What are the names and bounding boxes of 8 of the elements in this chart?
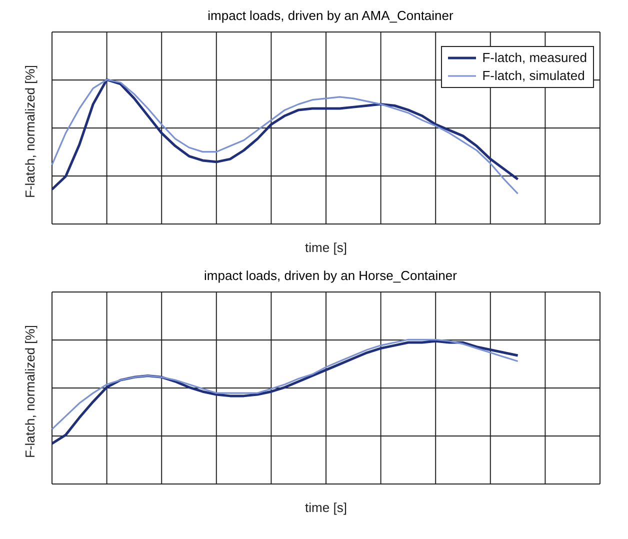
chart-title: impact loads, driven by an AMA_Container: [206, 8, 454, 25]
y-axis-title: F-latch, normalized [%]: [22, 65, 38, 198]
chart-title: impact loads, driven by an Horse_Container: [203, 268, 458, 285]
x-axis-title: time [s]: [305, 240, 347, 255]
legend-label: F-latch, measured: [482, 49, 587, 67]
x-axis-title: time [s]: [305, 500, 347, 515]
legend-label: F-latch, simulated: [482, 67, 585, 85]
y-axis-title: F-latch, normalized [%]: [22, 325, 38, 458]
